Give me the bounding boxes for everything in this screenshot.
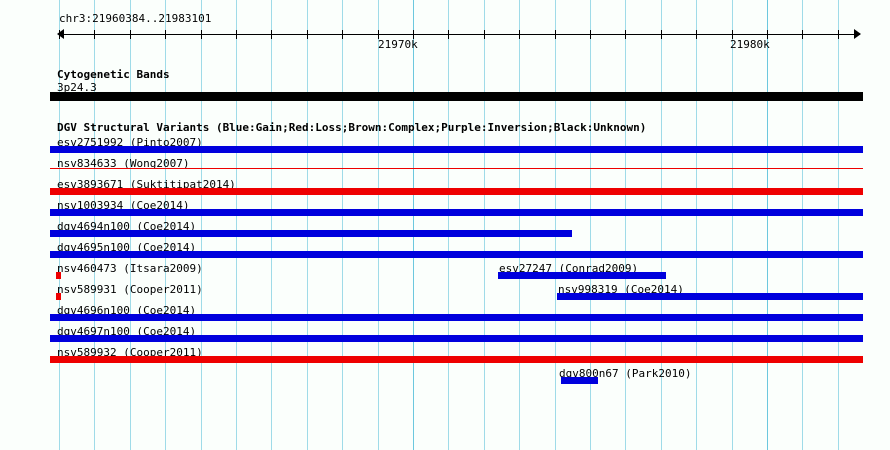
ruler-tick (448, 30, 449, 39)
dgv-variant-bar[interactable] (50, 356, 863, 363)
gridline (484, 0, 485, 450)
gridline (767, 0, 768, 450)
gridline (625, 0, 626, 450)
gridline (732, 0, 733, 450)
dgv-track-label: dgv4696n100 (Coe2014) (57, 304, 197, 317)
ruler-tick (696, 30, 697, 39)
gridline (590, 0, 591, 450)
dgv-variant-bar[interactable] (50, 230, 572, 237)
dgv-track-label: dgv800n67 (Park2010) (559, 367, 692, 380)
dgv-variant-bar[interactable] (50, 146, 863, 153)
ruler-tick (767, 30, 768, 39)
dgv-track-label: nsv998319 (Coe2014) (558, 283, 684, 296)
dgv-variant-bar[interactable] (50, 251, 863, 258)
gridline (802, 0, 803, 450)
gridline (413, 0, 414, 450)
gridline (201, 0, 202, 450)
dgv-variant-bar[interactable] (50, 168, 863, 169)
dgv-track-label: nsv460473 (Itsara2009) (57, 262, 203, 275)
gridline (307, 0, 308, 450)
ruler-tick (165, 30, 166, 39)
ruler-right-arrow-icon (854, 29, 861, 39)
dgv-track-label: nsv1003934 (Coe2014) (57, 199, 190, 212)
dgv-track-label: esv2751992 (Pinto2007) (57, 136, 203, 149)
ruler-tick-label: 21970k (378, 38, 418, 51)
gridline (838, 0, 839, 450)
ruler-tick (378, 30, 379, 39)
ruler-tick (271, 30, 272, 39)
ruler-tick (130, 30, 131, 39)
dgv-section-title: DGV Structural Variants (Blue:Gain;Red:L… (57, 121, 647, 134)
ruler-tick (732, 30, 733, 39)
dgv-variant-bar[interactable] (50, 335, 863, 342)
dgv-track-label: esv3893671 (Suktitipat2014) (57, 178, 236, 191)
cytogenetic-band-bar[interactable] (50, 92, 863, 101)
dgv-variant-bar[interactable] (561, 377, 598, 384)
ruler-tick (59, 30, 60, 39)
ruler-tick (625, 30, 626, 39)
gridline (342, 0, 343, 450)
ruler-tick (519, 30, 520, 39)
dgv-variant-bar[interactable] (557, 293, 863, 300)
dgv-variant-bar[interactable] (498, 272, 666, 279)
ruler-tick (590, 30, 591, 39)
gridline (130, 0, 131, 450)
genomic-range-label: chr3:21960384..21983101 (59, 12, 212, 25)
cytogenetic-bands-title: Cytogenetic Bands (57, 68, 170, 81)
dgv-variant-bar[interactable] (56, 272, 61, 279)
dgv-variant-bar[interactable] (50, 314, 863, 321)
ruler-tick (307, 30, 308, 39)
gridline (94, 0, 95, 450)
ruler-tick (413, 30, 414, 39)
dgv-track-label: esv27247 (Conrad2009) (499, 262, 639, 275)
dgv-track-label: dgv4695n100 (Coe2014) (57, 241, 197, 254)
ruler-tick (342, 30, 343, 39)
ruler-tick-label: 21980k (730, 38, 770, 51)
cytogenetic-band-label: 3p24.3 (57, 81, 97, 94)
dgv-track-label: dgv4697n100 (Coe2014) (57, 325, 197, 338)
ruler-tick (484, 30, 485, 39)
ruler-tick (236, 30, 237, 39)
gridline (59, 0, 60, 450)
dgv-track-label: nsv589931 (Cooper2011) (57, 283, 203, 296)
dgv-track-label: nsv834633 (Wong2007) (57, 157, 190, 170)
dgv-track-label: nsv589932 (Cooper2011) (57, 346, 203, 359)
gridline (236, 0, 237, 450)
gridline (448, 0, 449, 450)
ruler-tick (555, 30, 556, 39)
gridline (696, 0, 697, 450)
dgv-track-label: dgv4694n100 (Coe2014) (57, 220, 197, 233)
ruler-tick (661, 30, 662, 39)
ruler-tick (94, 30, 95, 39)
gridline (165, 0, 166, 450)
gridline (555, 0, 556, 450)
dgv-variant-bar[interactable] (50, 188, 863, 195)
ruler-tick (802, 30, 803, 39)
ruler-tick (838, 30, 839, 39)
dgv-variant-bar[interactable] (56, 293, 61, 300)
dgv-variant-bar[interactable] (50, 209, 863, 216)
gridline (271, 0, 272, 450)
gridline (378, 0, 379, 450)
ruler-axis-line (59, 34, 860, 35)
ruler-tick (201, 30, 202, 39)
ruler-left-arrow-icon (57, 29, 64, 39)
gridline (519, 0, 520, 450)
gridline (661, 0, 662, 450)
